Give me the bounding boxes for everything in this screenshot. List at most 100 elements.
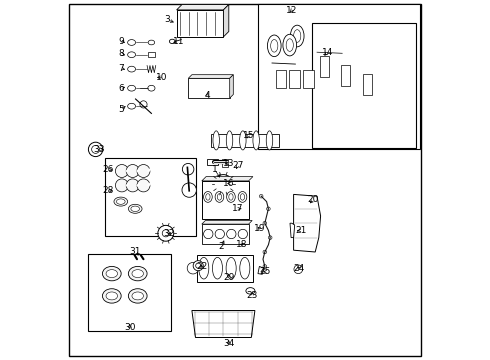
Ellipse shape (286, 39, 294, 51)
Ellipse shape (148, 40, 155, 45)
Text: 33: 33 (94, 145, 105, 154)
Circle shape (137, 179, 150, 192)
Text: 17: 17 (232, 204, 244, 213)
Circle shape (219, 179, 228, 188)
Text: 9: 9 (118, 37, 123, 46)
Ellipse shape (213, 257, 222, 279)
Text: 6: 6 (118, 84, 123, 93)
Circle shape (126, 165, 139, 177)
Bar (197, 255, 253, 282)
Ellipse shape (148, 85, 155, 91)
Ellipse shape (229, 194, 233, 200)
Circle shape (187, 262, 199, 274)
Text: 26: 26 (102, 165, 114, 174)
Circle shape (88, 142, 103, 157)
Polygon shape (258, 266, 264, 274)
Polygon shape (202, 220, 252, 224)
Ellipse shape (240, 257, 250, 279)
Text: 16: 16 (223, 179, 235, 188)
Circle shape (162, 230, 170, 237)
Bar (104, 158, 196, 236)
Circle shape (92, 145, 99, 153)
Ellipse shape (270, 40, 278, 52)
Ellipse shape (199, 257, 209, 279)
Text: 2: 2 (219, 242, 224, 251)
Circle shape (259, 194, 263, 198)
Bar (188, 78, 230, 98)
Ellipse shape (240, 131, 246, 150)
Ellipse shape (204, 192, 212, 202)
Ellipse shape (238, 192, 247, 202)
Polygon shape (294, 194, 320, 252)
Polygon shape (188, 75, 233, 78)
Ellipse shape (127, 103, 136, 109)
Ellipse shape (227, 192, 235, 202)
Circle shape (140, 101, 147, 108)
Circle shape (158, 225, 174, 241)
Text: 12: 12 (286, 5, 297, 14)
Text: 18: 18 (236, 240, 247, 249)
Circle shape (116, 179, 128, 192)
Ellipse shape (266, 131, 273, 150)
Text: 32: 32 (164, 230, 175, 239)
Bar (258, 4, 419, 149)
Text: 22: 22 (196, 262, 207, 271)
Circle shape (269, 236, 272, 239)
Text: 7: 7 (118, 64, 123, 73)
Bar (207, 159, 218, 165)
Text: 24: 24 (294, 264, 305, 273)
Text: 19: 19 (254, 224, 265, 233)
Polygon shape (202, 177, 253, 181)
Polygon shape (176, 4, 229, 10)
Ellipse shape (127, 40, 136, 45)
Ellipse shape (213, 131, 220, 150)
Ellipse shape (226, 257, 236, 279)
Text: 5: 5 (118, 105, 123, 114)
Circle shape (137, 165, 150, 177)
Ellipse shape (102, 266, 121, 281)
Text: 10: 10 (156, 73, 168, 82)
Ellipse shape (128, 204, 142, 213)
Ellipse shape (291, 25, 304, 47)
Ellipse shape (283, 34, 296, 56)
Text: 21: 21 (295, 226, 306, 235)
Text: 8: 8 (118, 49, 123, 58)
Bar (222, 159, 228, 167)
Ellipse shape (268, 35, 281, 57)
Bar (202, 181, 248, 219)
Ellipse shape (132, 292, 144, 300)
Circle shape (196, 263, 201, 268)
Text: 28: 28 (102, 186, 114, 195)
Text: 13: 13 (223, 159, 235, 168)
Text: 14: 14 (322, 48, 334, 57)
Circle shape (294, 265, 303, 274)
Bar (176, 10, 223, 37)
Circle shape (215, 175, 232, 193)
Bar (275, 70, 286, 88)
Bar (303, 70, 314, 88)
Bar (88, 254, 171, 331)
Bar (342, 65, 350, 86)
Bar (202, 224, 248, 244)
Polygon shape (223, 4, 229, 37)
Text: 27: 27 (232, 161, 244, 170)
Text: 25: 25 (259, 267, 270, 276)
Polygon shape (192, 310, 255, 338)
Circle shape (267, 207, 270, 211)
Text: 30: 30 (124, 323, 136, 332)
Ellipse shape (294, 30, 301, 42)
Ellipse shape (128, 266, 147, 281)
Ellipse shape (206, 194, 210, 200)
Text: 15: 15 (243, 130, 254, 139)
Circle shape (263, 250, 267, 254)
Text: 3: 3 (165, 15, 171, 24)
Ellipse shape (170, 39, 175, 44)
Text: 11: 11 (172, 37, 184, 46)
Circle shape (263, 265, 267, 268)
Circle shape (215, 229, 224, 239)
Text: 29: 29 (223, 273, 235, 282)
Ellipse shape (253, 131, 259, 150)
Ellipse shape (127, 66, 136, 72)
Circle shape (193, 261, 203, 271)
Ellipse shape (127, 85, 136, 91)
